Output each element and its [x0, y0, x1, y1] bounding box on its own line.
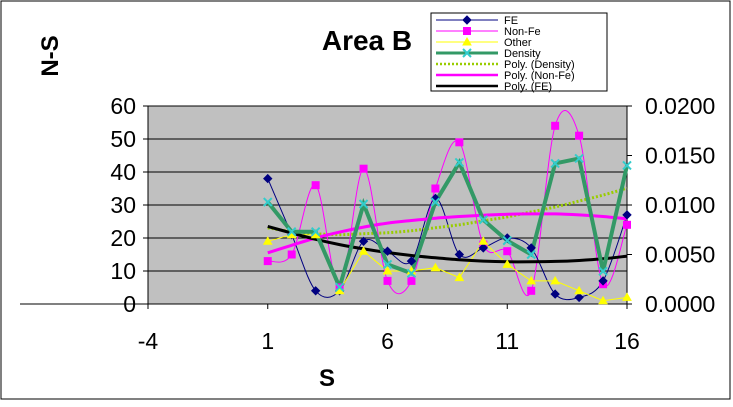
data-point-density: [526, 249, 536, 260]
right-tick-label: 0.0100: [645, 192, 715, 218]
legend-marker-fe: [462, 15, 472, 25]
data-point-density: [286, 227, 297, 237]
data-point-fe: [478, 243, 489, 253]
left-tick-label: 60: [110, 93, 136, 119]
data-point-non-fe: [287, 250, 296, 259]
data-point-fe: [526, 243, 536, 253]
series-line-fe: [267, 178, 628, 301]
left-tick-labels: 0 10 20 30 40 50 60: [110, 93, 136, 317]
y-axis-label: N-S: [37, 35, 64, 76]
data-point-other: [358, 246, 369, 255]
x-tick-label: 11: [495, 328, 519, 354]
data-point-fe: [598, 276, 608, 286]
x-tick-label: 1: [261, 328, 274, 354]
x-tick-label: 6: [381, 328, 394, 354]
left-tick-label: 40: [110, 159, 136, 185]
legend-label-non-fe: Non-Fe: [504, 26, 541, 38]
data-point-non-fe: [407, 276, 416, 285]
data-point-fe: [454, 249, 465, 260]
data-point-non-fe: [455, 138, 464, 147]
right-tick-label: 0.0050: [645, 242, 715, 268]
chart-title: Area B: [322, 25, 412, 56]
data-point-non-fe: [311, 181, 320, 190]
series-layer: [266, 110, 629, 302]
tick-marks: [20, 105, 632, 309]
data-point-density: [382, 259, 393, 270]
data-point-other: [382, 265, 393, 275]
data-point-density: [430, 197, 441, 207]
legend-label-density: Density: [504, 48, 541, 60]
data-point-non-fe: [431, 184, 440, 193]
right-tick-labels: 0.0000 0.0050 0.0100 0.0150 0.0200: [645, 93, 715, 317]
legend-label-poly-fe: Poly. (FE): [504, 81, 552, 93]
x-tick-label: -4: [138, 328, 159, 354]
data-point-density: [574, 153, 584, 164]
data-point-other: [454, 272, 465, 282]
data-point-other: [622, 292, 632, 301]
data-point-density: [406, 268, 417, 279]
legend-marker-density: [462, 48, 472, 58]
x-tick-labels: -4 1 6 11 16: [138, 328, 640, 354]
data-point-non-fe: [575, 131, 584, 140]
data-point-density: [502, 235, 512, 246]
data-point-fe: [382, 246, 393, 256]
gridlines: [148, 138, 627, 272]
data-point-non-fe: [263, 257, 272, 266]
series-line-density: [266, 156, 629, 294]
legend-marker-non-fe: [463, 27, 471, 35]
x-tick-label: 16: [614, 328, 640, 354]
data-point-non-fe: [623, 220, 631, 229]
data-point-fe: [358, 236, 369, 247]
data-point-density: [550, 158, 560, 169]
data-point-other: [598, 295, 608, 305]
data-point-fe: [550, 289, 560, 299]
left-tick-label: 20: [110, 225, 136, 251]
right-tick-label: 0.0150: [645, 143, 715, 169]
data-point-fe: [622, 210, 632, 220]
data-point-density: [263, 197, 273, 207]
data-point-density: [310, 227, 321, 237]
data-point-non-fe: [527, 286, 536, 295]
data-point-other: [550, 275, 561, 285]
legend-label-poly-density: Poly. (Density): [504, 59, 575, 71]
legend-label-other: Other: [504, 37, 532, 49]
data-point-fe: [263, 173, 273, 184]
legend-label-fe: FE: [504, 15, 518, 27]
data-point-density: [622, 160, 632, 171]
left-tick-label: 0: [123, 291, 136, 317]
legend-label-poly-non-fe: Poly. (Non-Fe): [504, 70, 575, 82]
series-line-poly-fe: [267, 225, 628, 264]
data-point-density: [478, 215, 489, 225]
data-point-density: [358, 199, 369, 209]
data-point-non-fe: [551, 121, 560, 130]
legend-marker-other: [462, 36, 472, 46]
data-point-density: [454, 157, 465, 168]
left-tick-label: 50: [110, 126, 136, 152]
data-point-density: [598, 266, 608, 277]
data-point-other: [262, 236, 273, 245]
data-point-density: [334, 282, 345, 292]
data-point-other: [478, 236, 489, 245]
right-tick-label: 0.0000: [645, 291, 715, 317]
data-point-non-fe: [383, 276, 392, 285]
left-tick-label: 30: [110, 192, 136, 218]
data-point-fe: [406, 256, 417, 266]
right-tick-label: 0.0200: [645, 93, 715, 119]
marker-layer: [262, 121, 632, 305]
data-point-non-fe: [503, 247, 512, 256]
data-point-fe: [574, 292, 584, 303]
series-line-poly-non-fe: [267, 212, 628, 255]
x-axis-label: S: [319, 365, 335, 392]
data-point-other: [430, 262, 441, 272]
data-point-non-fe: [359, 164, 368, 173]
data-point-other: [526, 275, 537, 285]
data-point-other: [574, 285, 584, 295]
left-tick-label: 10: [110, 258, 136, 284]
data-point-fe: [310, 286, 321, 296]
data-point-other: [502, 259, 513, 268]
